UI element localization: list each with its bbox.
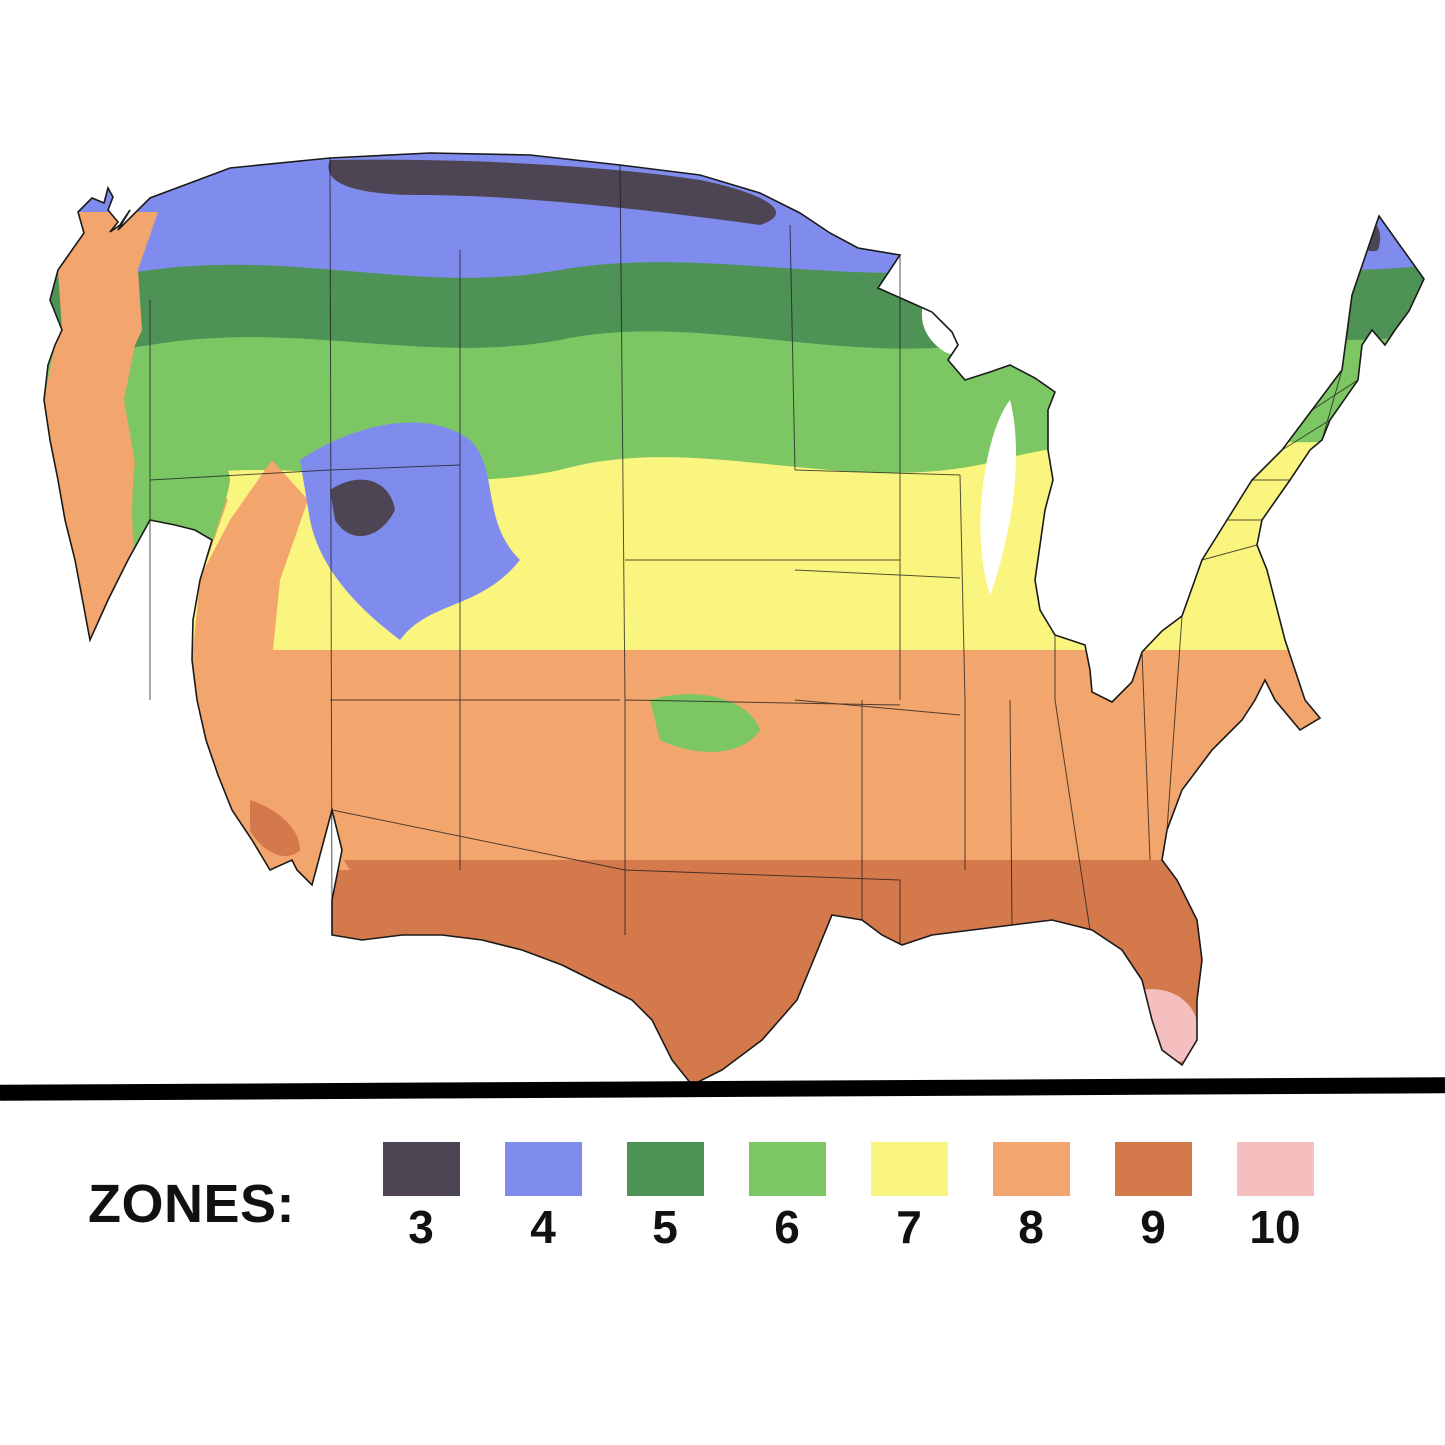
svg-text:ZONES:: ZONES: (88, 1174, 295, 1234)
svg-text:8: 8 (1018, 1201, 1044, 1253)
svg-text:6: 6 (774, 1201, 800, 1253)
svg-text:10: 10 (1249, 1201, 1300, 1253)
svg-text:7: 7 (896, 1201, 922, 1253)
svg-text:5: 5 (652, 1201, 678, 1253)
svg-text:4: 4 (530, 1201, 556, 1253)
svg-text:3: 3 (408, 1201, 434, 1253)
svg-text:9: 9 (1140, 1201, 1166, 1253)
